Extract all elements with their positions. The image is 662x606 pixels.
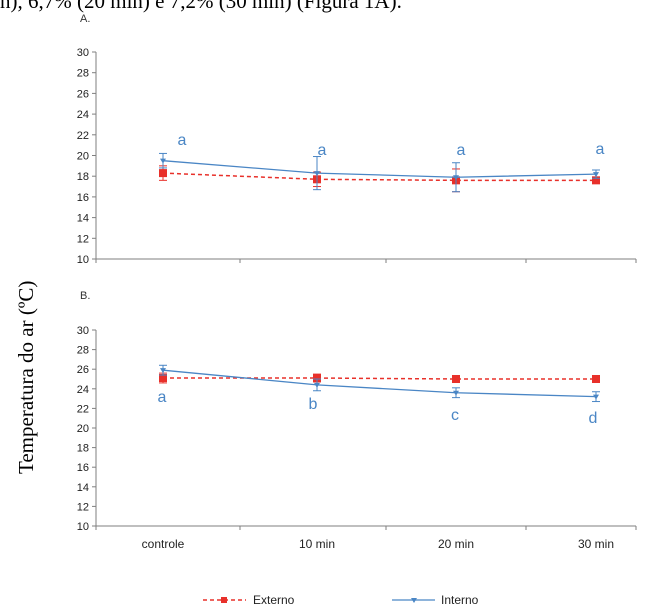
- y-tick-label: 24: [77, 109, 89, 121]
- y-tick-label: 30: [77, 325, 89, 337]
- data-point-interno: [314, 171, 320, 177]
- significance-letter: c: [451, 407, 459, 424]
- y-tick-label: 20: [77, 423, 89, 435]
- y-tick-label: 28: [77, 345, 89, 357]
- data-point-externo: [159, 169, 167, 178]
- data-point-interno: [453, 390, 459, 396]
- x-tick-label: 10 min: [299, 537, 335, 551]
- y-tick-label: 16: [77, 192, 89, 204]
- y-tick-label: 18: [77, 443, 89, 455]
- data-point-externo: [452, 375, 460, 383]
- x-tick-label: 20 min: [438, 537, 474, 551]
- data-point-interno: [593, 394, 599, 400]
- data-point-interno: [453, 175, 459, 181]
- significance-letter: a: [318, 142, 327, 159]
- data-point-externo: [313, 374, 321, 383]
- data-point-externo: [592, 176, 600, 185]
- y-tick-label: 14: [77, 213, 89, 225]
- data-point-externo: [159, 374, 167, 383]
- y-tick-label: 28: [77, 68, 89, 80]
- legend-marker-externo: [221, 597, 227, 603]
- y-tick-label: 20: [77, 151, 89, 163]
- y-tick-label: 22: [77, 130, 89, 142]
- significance-letter: a: [178, 132, 187, 149]
- y-tick-label: 10: [77, 254, 89, 266]
- legend-marker-interno: [411, 598, 417, 603]
- series-line-externo: [162, 172, 596, 182]
- y-tick-label: 12: [77, 233, 89, 245]
- x-tick-label: 30 min: [578, 537, 614, 551]
- y-tick-label: 16: [77, 462, 89, 474]
- data-point-interno: [160, 158, 166, 164]
- panel-label: A.: [80, 13, 90, 25]
- y-tick-label: 14: [77, 482, 89, 494]
- significance-letter: d: [589, 410, 598, 427]
- data-point-interno: [593, 172, 599, 178]
- data-point-externo: [592, 375, 600, 383]
- legend-label-interno: Interno: [441, 593, 479, 606]
- y-tick-label: 10: [77, 521, 89, 533]
- significance-letter: a: [158, 389, 167, 406]
- series-line-interno: [162, 160, 597, 178]
- figure-caption-text: n), 6,7% (20 min) e 7,2% (30 min) (Figur…: [0, 0, 402, 13]
- y-tick-label: 22: [77, 403, 89, 415]
- y-tick-label: 26: [77, 364, 89, 376]
- y-tick-label: 12: [77, 501, 89, 513]
- x-tick-label: controle: [142, 537, 185, 551]
- data-point-interno: [160, 368, 166, 374]
- y-tick-label: 26: [77, 88, 89, 100]
- legend-label-externo: Externo: [253, 593, 295, 606]
- data-point-interno: [314, 382, 320, 388]
- significance-letter: b: [309, 396, 318, 413]
- y-tick-label: 18: [77, 171, 89, 183]
- significance-letter: a: [596, 141, 605, 158]
- series-line-externo: [163, 377, 596, 380]
- panel-label: B.: [80, 290, 90, 302]
- series-line-interno: [162, 369, 597, 398]
- y-tick-label: 30: [77, 47, 89, 59]
- significance-letter: a: [457, 142, 466, 159]
- y-tick-label: 24: [77, 384, 89, 396]
